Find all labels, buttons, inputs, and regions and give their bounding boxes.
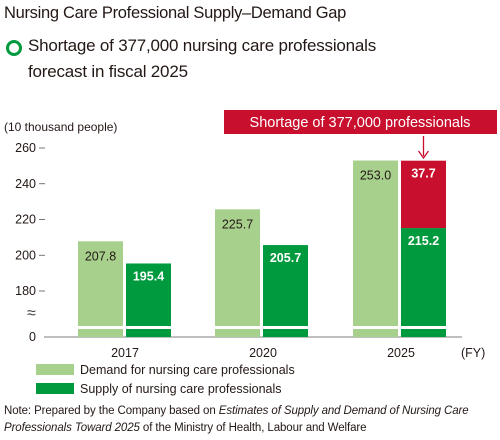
subtitle-line-2: forecast in fiscal 2025: [28, 62, 188, 81]
demand-bar-stub: [353, 329, 398, 337]
y-tick-label: 200: [15, 248, 36, 262]
supply-value-label: 205.7: [270, 251, 301, 265]
legend-label-supply: Supply of nursing care professionals: [80, 382, 282, 396]
note-title: Estimates of Supply and Demand of Nursin…: [4, 405, 469, 434]
y-axis-title: (10 thousand people): [4, 120, 117, 134]
y-tick-label: 220: [15, 213, 36, 227]
shortage-bar: [401, 160, 446, 229]
page-title: Nursing Care Professional Supply–Demand …: [4, 4, 347, 22]
demand-bar: [353, 160, 398, 326]
supply-bar-stub: [263, 329, 308, 337]
supply-value-label: 195.4: [133, 269, 164, 283]
supply-bar: [263, 245, 308, 326]
supply-bar-stub: [126, 329, 171, 337]
x-tick-label: 2017: [111, 346, 139, 360]
legend-swatch-supply: [36, 383, 74, 394]
shortage-callout-box: [224, 110, 497, 134]
demand-bar: [215, 209, 260, 326]
supply-bar: [126, 263, 171, 326]
y-tick-label: 240: [15, 177, 36, 191]
callout-arrow-icon: [417, 150, 430, 160]
x-tick-label: 2020: [249, 346, 277, 360]
shortage-value-label: 37.7: [411, 167, 435, 181]
legend-swatch-demand: [36, 364, 74, 375]
demand-bar: [78, 241, 123, 326]
demand-value-label: 225.7: [222, 217, 253, 231]
supply-bar-stub: [401, 329, 446, 337]
supply-demand-chart: (10 thousand people) 0 180 200 220 240 260 ≈207…: [4, 110, 497, 396]
bullet-circle-icon: [6, 40, 22, 56]
demand-value-label: 253.0: [360, 169, 391, 183]
demand-bar-stub: [215, 329, 260, 337]
source-note: Note: Prepared by the Company based on E…: [4, 403, 498, 437]
y-tick-label: 260: [15, 141, 36, 155]
legend-label-demand: Demand for nursing care professionals: [80, 363, 295, 377]
y-tick-label: 0: [29, 330, 36, 344]
x-axis-title: (FY): [461, 346, 485, 360]
note-suffix: of the Ministry of Health, Labour and We…: [139, 422, 367, 434]
demand-bar-stub: [78, 329, 123, 337]
demand-value-label: 207.8: [85, 249, 116, 263]
supply-value-label: 215.2: [408, 234, 439, 248]
axis-break-icon: ≈: [27, 305, 36, 322]
x-tick-label: 2025: [387, 346, 415, 360]
shortage-callout-text: Shortage of 377,000 professionals: [250, 115, 471, 131]
subtitle-line-1: Shortage of 377,000 nursing care profess…: [28, 36, 377, 55]
supply-bar: [401, 228, 446, 326]
note-prefix: Note: Prepared by the Company based on: [4, 405, 219, 417]
y-tick-label: 180: [15, 284, 36, 298]
